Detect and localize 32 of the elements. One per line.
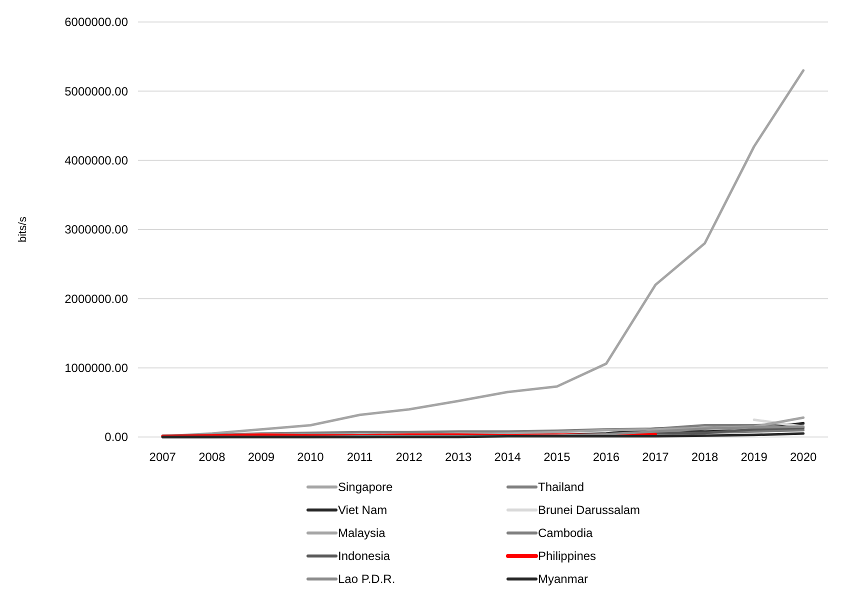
x-tick-label: 2016	[592, 450, 620, 464]
x-tick-label: 2014	[494, 450, 522, 464]
legend-label: Myanmar	[538, 572, 588, 586]
y-tick-label: 5000000.00	[64, 84, 128, 98]
y-tick-label: 2000000.00	[64, 292, 128, 306]
x-tick-label: 2020	[790, 450, 818, 464]
legend-label: Viet Nam	[338, 503, 388, 518]
x-tick-label: 2013	[445, 450, 472, 464]
y-axis-title: bits/s	[17, 216, 29, 242]
y-tick-label: 1000000.00	[64, 361, 128, 376]
x-tick-label: 2018	[691, 450, 718, 464]
x-tick-label: 2008	[198, 450, 226, 464]
legend-label: Thailand	[538, 480, 584, 494]
y-tick-label: 0.00	[104, 430, 128, 444]
y-tick-label: 6000000.00	[64, 15, 128, 30]
y-tick-label: 4000000.00	[64, 154, 128, 168]
x-tick-label: 2011	[346, 450, 374, 464]
legend-label: Singapore	[338, 480, 394, 494]
legend-label: Cambodia	[538, 526, 594, 540]
legend-label: Lao P.D.R.	[338, 572, 396, 586]
x-tick-label: 2009	[248, 450, 275, 464]
x-tick-label: 2017	[642, 450, 670, 464]
legend-label: Indonesia	[338, 549, 390, 564]
legend-label: Brunei Darussalam	[538, 503, 640, 518]
x-tick-label: 2010	[297, 450, 324, 464]
x-tick-label: 2019	[740, 450, 768, 464]
x-tick-label: 2012	[396, 450, 423, 464]
y-tick-label: 3000000.00	[64, 222, 128, 237]
x-tick-label: 2007	[149, 450, 176, 464]
legend-label: Malaysia	[338, 526, 386, 540]
x-tick-label: 2015	[544, 450, 571, 464]
legend-label: Philippines	[538, 549, 596, 564]
